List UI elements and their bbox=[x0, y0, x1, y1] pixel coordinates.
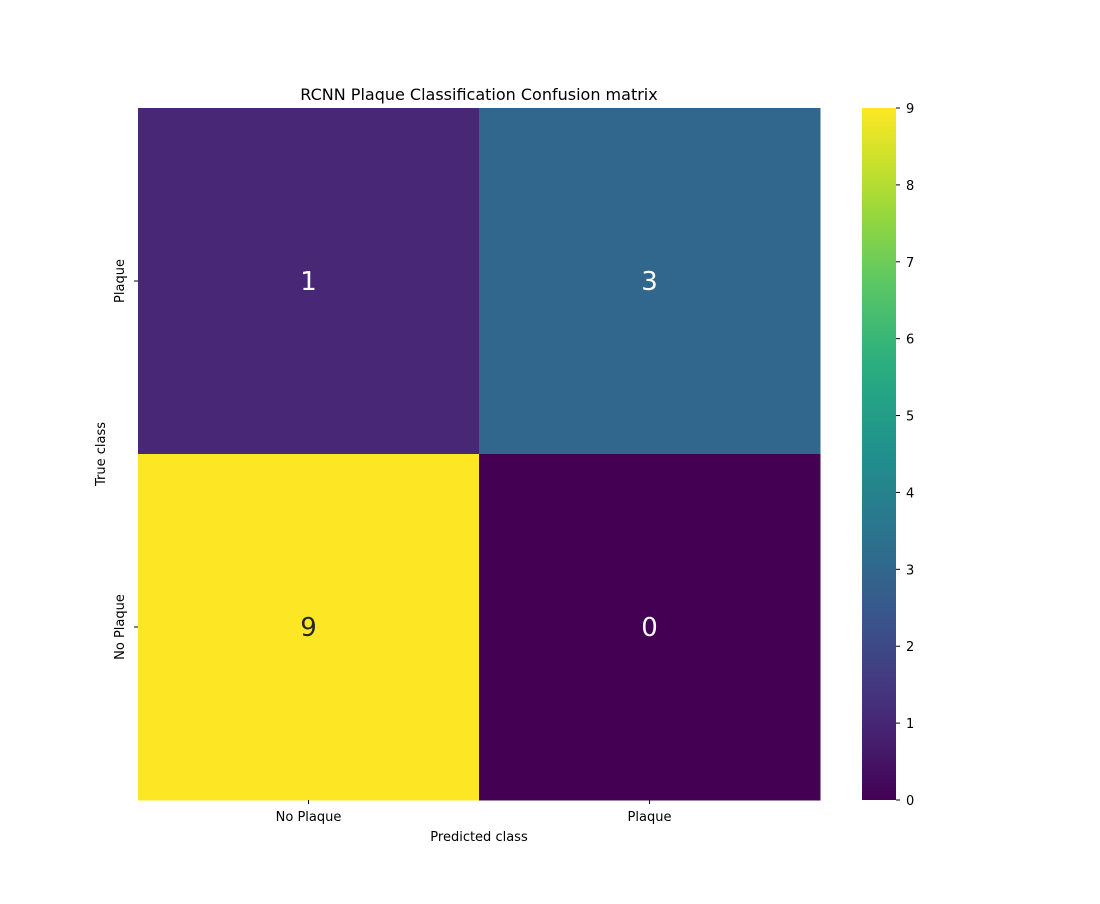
y-tick-label: No Plaque bbox=[113, 594, 128, 660]
heatmap-cell bbox=[479, 108, 821, 455]
cell-value-label: 1 bbox=[300, 267, 317, 297]
x-tick-label: No Plaque bbox=[276, 810, 342, 825]
cell-value-label: 3 bbox=[641, 267, 658, 297]
heatmap-cell bbox=[138, 454, 480, 801]
colorbar-tick-label: 9 bbox=[906, 102, 914, 117]
colorbar-tick-label: 6 bbox=[906, 333, 914, 348]
y-axis: Plaque No Plaque bbox=[113, 259, 138, 660]
x-axis-label: Predicted class bbox=[430, 830, 528, 845]
colorbar-tick-label: 0 bbox=[906, 794, 914, 809]
heatmap-cell-labels: 1 3 9 0 bbox=[300, 267, 658, 643]
x-axis: No Plaque Plaque bbox=[276, 800, 672, 825]
cell-value-label: 0 bbox=[641, 613, 658, 643]
heatmap-cell bbox=[479, 454, 821, 801]
x-tick-label: Plaque bbox=[628, 810, 672, 825]
colorbar-tick-label: 4 bbox=[906, 486, 914, 501]
colorbar-tick-label: 2 bbox=[906, 640, 914, 655]
y-tick-label: Plaque bbox=[113, 259, 128, 303]
chart-title: RCNN Plaque Classification Confusion mat… bbox=[300, 85, 657, 104]
colorbar-tick-label: 1 bbox=[906, 717, 914, 732]
cell-value-label: 9 bbox=[300, 613, 317, 643]
colorbar-gradient bbox=[862, 108, 896, 800]
colorbar: 0 1 2 3 4 5 6 7 8 9 bbox=[862, 102, 914, 809]
y-axis-label: True class bbox=[94, 422, 109, 487]
colorbar-tick-label: 3 bbox=[906, 563, 914, 578]
colorbar-tick-label: 7 bbox=[906, 256, 914, 271]
colorbar-tick-label: 5 bbox=[906, 410, 914, 425]
heatmap-cells bbox=[138, 108, 821, 801]
colorbar-tick-label: 8 bbox=[906, 179, 914, 194]
heatmap-cell bbox=[138, 108, 480, 455]
colorbar-ticks: 0 1 2 3 4 5 6 7 8 9 bbox=[896, 102, 914, 809]
